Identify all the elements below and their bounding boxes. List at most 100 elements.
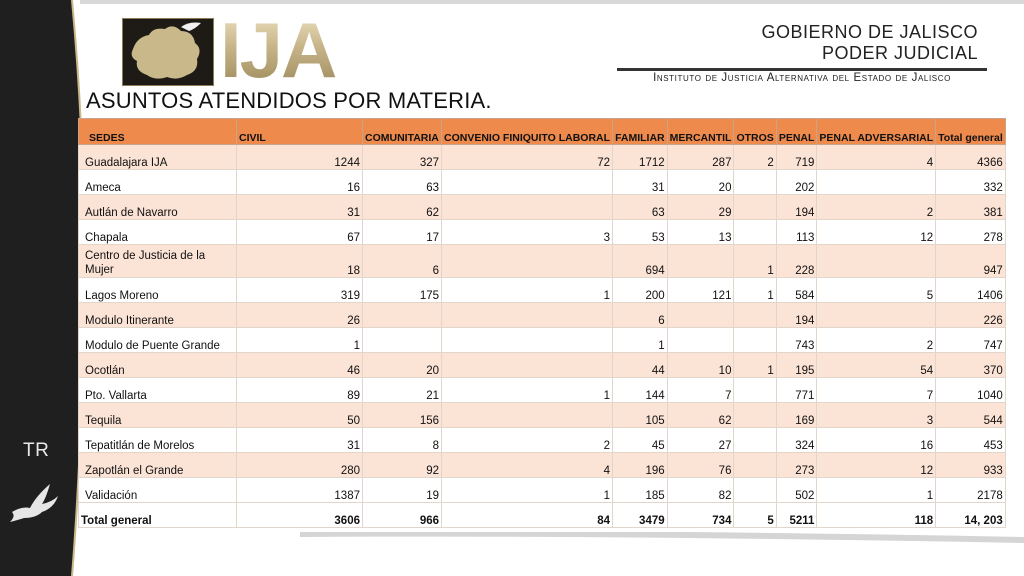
table-cell: 29 bbox=[666, 194, 735, 220]
total-cell: 966 bbox=[362, 502, 442, 528]
row-sede-name: Modulo de Puente Grande bbox=[78, 327, 237, 353]
table-row: Ameca 16 63 31 20 202 332 bbox=[78, 169, 1006, 195]
col-header: PENAL ADVERSARIAL bbox=[816, 118, 937, 145]
row-sede-name: Centro de Justicia de la Mujer bbox=[78, 244, 237, 278]
institute-divider bbox=[617, 68, 987, 71]
table-cell: 20 bbox=[666, 169, 735, 195]
table-cell: 319 bbox=[236, 277, 363, 303]
table-cell: 196 bbox=[612, 452, 668, 478]
table-cell: 144 bbox=[612, 377, 668, 403]
table-cell: 194 bbox=[775, 194, 818, 220]
table-row: Modulo de Puente Grande 1 1 743 2 747 bbox=[78, 327, 1006, 353]
table-cell: 26 bbox=[236, 302, 363, 328]
table-cell: 584 bbox=[775, 277, 818, 303]
table-cell: 202 bbox=[775, 169, 818, 195]
table-cell: 280 bbox=[236, 452, 363, 478]
table-cell: 2178 bbox=[935, 477, 1006, 503]
table-cell: 195 bbox=[775, 352, 818, 378]
table-cell: 278 bbox=[935, 219, 1006, 245]
gov-line-2: PODER JUDICIAL bbox=[821, 43, 978, 63]
table-cell: 53 bbox=[612, 219, 668, 245]
table-cell bbox=[666, 327, 735, 353]
table-cell: 1406 bbox=[935, 277, 1006, 303]
col-header: CONVENIO FINIQUITO LABORAL bbox=[440, 118, 614, 145]
table-cell bbox=[733, 402, 777, 428]
table-cell: 1040 bbox=[935, 377, 1006, 403]
table-cell: 1 bbox=[612, 327, 668, 353]
table-cell: 63 bbox=[362, 169, 442, 195]
total-cell: 118 bbox=[816, 502, 937, 528]
table-cell: 287 bbox=[666, 144, 735, 170]
table-cell: 1 bbox=[236, 327, 363, 353]
col-header: Total general bbox=[935, 118, 1006, 145]
table-cell: 50 bbox=[236, 402, 363, 428]
table-cell: 54 bbox=[816, 352, 937, 378]
row-sede-name: Ameca bbox=[78, 169, 237, 195]
table-cell: 743 bbox=[775, 327, 818, 353]
total-cell: 5211 bbox=[775, 502, 818, 528]
cases-table: SEDES CIVIL COMUNITARIA CONVENIO FINIQUI… bbox=[78, 118, 1006, 528]
table-cell bbox=[666, 244, 735, 278]
table-cell: 5 bbox=[816, 277, 937, 303]
table-cell: 17 bbox=[362, 219, 442, 245]
bottom-stripe bbox=[300, 532, 1024, 576]
table-cell: 381 bbox=[935, 194, 1006, 220]
table-cell: 771 bbox=[775, 377, 818, 403]
table-cell: 453 bbox=[935, 427, 1006, 453]
table-cell bbox=[816, 302, 937, 328]
row-sede-name: Validación bbox=[78, 477, 237, 503]
row-sede-name: Zapotlán el Grande bbox=[78, 452, 237, 478]
row-sede-name: Tequila bbox=[78, 402, 237, 428]
table-cell: 44 bbox=[612, 352, 668, 378]
table-cell: 20 bbox=[362, 352, 442, 378]
total-cell: 84 bbox=[440, 502, 614, 528]
col-header: MERCANTIL bbox=[666, 118, 735, 145]
table-cell: 185 bbox=[612, 477, 668, 503]
row-sede-name: Modulo Itinerante bbox=[78, 302, 237, 328]
table-cell: 4 bbox=[440, 452, 614, 478]
table-cell: 947 bbox=[935, 244, 1006, 278]
table-cell: 62 bbox=[666, 402, 735, 428]
table-cell: 1 bbox=[440, 377, 614, 403]
institute-name: Instituto de Justicia Alternativa del Es… bbox=[653, 72, 951, 84]
table-cell bbox=[733, 169, 777, 195]
side-label: TR bbox=[23, 440, 50, 461]
table-cell bbox=[440, 327, 614, 353]
table-cell: 1 bbox=[440, 277, 614, 303]
table-cell: 228 bbox=[775, 244, 818, 278]
table-row: Guadalajara IJA 1244 327 72 1712 287 2 719 4 4366 bbox=[78, 144, 1006, 170]
row-sede-name: Guadalajara IJA bbox=[78, 144, 237, 170]
page-title: ASUNTOS ATENDIDOS POR MATERIA. bbox=[86, 88, 492, 113]
row-sede-name: Tepatitlán de Morelos bbox=[78, 427, 237, 453]
table-row: Chapala 67 17 3 53 13 113 12 278 bbox=[78, 219, 1006, 245]
table-cell: 327 bbox=[362, 144, 442, 170]
table-cell: 19 bbox=[362, 477, 442, 503]
table-cell: 200 bbox=[612, 277, 668, 303]
col-header: FAMILIAR bbox=[612, 118, 668, 145]
total-row: Total general 3606 966 84 3479 734 5 5211 118 14,… bbox=[78, 502, 1006, 528]
table-cell: 1387 bbox=[236, 477, 363, 503]
table-cell: 2 bbox=[816, 327, 937, 353]
table-cell: 4 bbox=[816, 144, 937, 170]
table-cell: 113 bbox=[775, 219, 818, 245]
table-cell bbox=[362, 327, 442, 353]
col-header: OTROS bbox=[733, 118, 777, 145]
table-cell: 502 bbox=[775, 477, 818, 503]
table-cell: 194 bbox=[775, 302, 818, 328]
table-row: Ocotlán 46 20 44 10 1 195 54 370 bbox=[78, 352, 1006, 378]
row-sede-name: Pto. Vallarta bbox=[78, 377, 237, 403]
table-cell: 13 bbox=[666, 219, 735, 245]
col-header: SEDES bbox=[78, 118, 237, 145]
table-cell: 8 bbox=[362, 427, 442, 453]
table-row: Pto. Vallarta 89 21 1 144 7 771 7 1040 bbox=[78, 377, 1006, 403]
table-cell: 27 bbox=[666, 427, 735, 453]
table-cell bbox=[733, 194, 777, 220]
table-row: Tepatitlán de Morelos 31 8 2 45 27 324 16 453 bbox=[78, 427, 1006, 453]
table-row: Lagos Moreno 319 175 1 200 121 1 584 5 1406 bbox=[78, 277, 1006, 303]
table-cell bbox=[733, 427, 777, 453]
table-cell: 694 bbox=[612, 244, 668, 278]
table-cell bbox=[733, 377, 777, 403]
col-header: COMUNITARIA bbox=[362, 118, 442, 145]
table-cell: 16 bbox=[816, 427, 937, 453]
table-cell: 82 bbox=[666, 477, 735, 503]
